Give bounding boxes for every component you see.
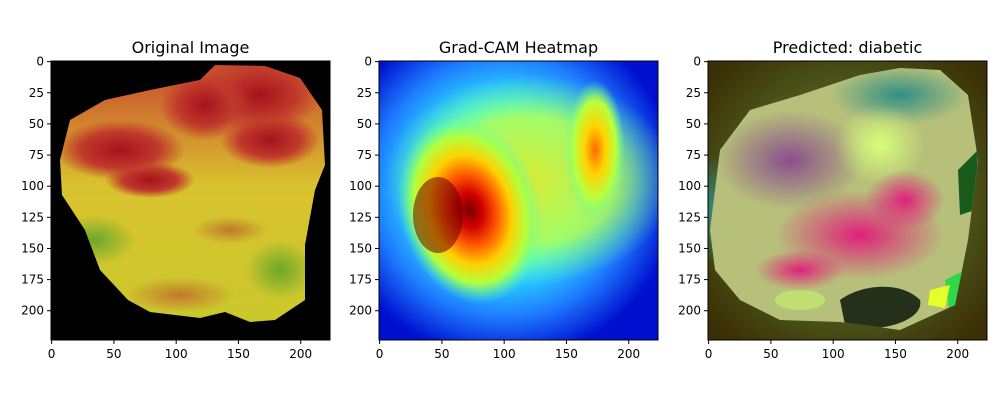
- y-tick-label: 25: [686, 86, 701, 100]
- x-tick-label: 0: [48, 347, 56, 361]
- y-tick-label: 75: [357, 148, 372, 162]
- x-tick-label: 150: [227, 347, 250, 361]
- x-tick-label: 150: [555, 347, 578, 361]
- panel-title: Grad-CAM Heatmap: [439, 38, 598, 57]
- x-tick-label: 200: [289, 347, 312, 361]
- x-tick-label: 100: [165, 347, 188, 361]
- panel-predicted-overlay: Predicted: diabetic 0 50 100 150 200 0 25 50 75…: [678, 38, 988, 361]
- x-tick-label: 50: [106, 347, 121, 361]
- y-tick-label: 100: [349, 179, 372, 193]
- y-tick-label: 0: [36, 55, 44, 69]
- y-tick-label: 200: [678, 304, 701, 318]
- y-tick-label: 25: [29, 86, 44, 100]
- y-tick-label: 175: [349, 273, 372, 287]
- y-tick-label: 125: [678, 210, 701, 224]
- y-axis: 0 25 50 75 100 125 150 175 200: [678, 55, 708, 318]
- panel-title: Predicted: diabetic: [773, 38, 923, 57]
- x-tick-label: 200: [617, 347, 640, 361]
- x-tick-label: 150: [884, 347, 907, 361]
- y-tick-label: 175: [21, 273, 44, 287]
- y-tick-label: 75: [29, 148, 44, 162]
- y-tick-label: 150: [349, 241, 372, 255]
- panel-gradcam-heatmap: Grad-CAM Heatmap 0 50 100 150 200 0 25 50 75 100…: [349, 38, 659, 361]
- y-tick-label: 150: [678, 241, 701, 255]
- x-tick-label: 200: [946, 347, 969, 361]
- y-tick-label: 75: [686, 148, 701, 162]
- panel-original-image: Original Image 0 50 100 150 200 0 25 50 75 100 12…: [21, 38, 331, 361]
- y-tick-label: 150: [21, 241, 44, 255]
- x-tick-label: 0: [376, 347, 384, 361]
- x-tick-label: 100: [493, 347, 516, 361]
- y-axis: 0 25 50 75 100 125 150 175 200: [349, 55, 379, 318]
- x-tick-label: 0: [705, 347, 713, 361]
- y-tick-label: 125: [21, 210, 44, 224]
- x-tick-label: 50: [434, 347, 449, 361]
- x-tick-label: 50: [763, 347, 778, 361]
- y-tick-label: 50: [686, 117, 701, 131]
- y-tick-label: 200: [349, 304, 372, 318]
- y-tick-label: 200: [21, 304, 44, 318]
- panel-title: Original Image: [132, 38, 250, 57]
- x-tick-label: 100: [822, 347, 845, 361]
- y-tick-label: 175: [678, 273, 701, 287]
- x-axis: 0 50 100 150 200: [48, 340, 312, 361]
- y-tick-label: 100: [678, 179, 701, 193]
- y-tick-label: 50: [29, 117, 44, 131]
- y-axis: 0 25 50 75 100 125 150 175 200: [21, 55, 51, 318]
- y-tick-label: 0: [364, 55, 372, 69]
- gradcam-heatmap-image: [379, 61, 658, 340]
- y-tick-label: 100: [21, 179, 44, 193]
- y-tick-label: 0: [693, 55, 701, 69]
- y-tick-label: 25: [357, 86, 372, 100]
- overlay-image: [708, 61, 987, 340]
- x-axis: 0 50 100 150 200: [376, 340, 640, 361]
- original-image-picture: [51, 61, 330, 340]
- y-tick-label: 50: [357, 117, 372, 131]
- x-axis: 0 50 100 150 200: [705, 340, 969, 361]
- y-tick-label: 125: [349, 210, 372, 224]
